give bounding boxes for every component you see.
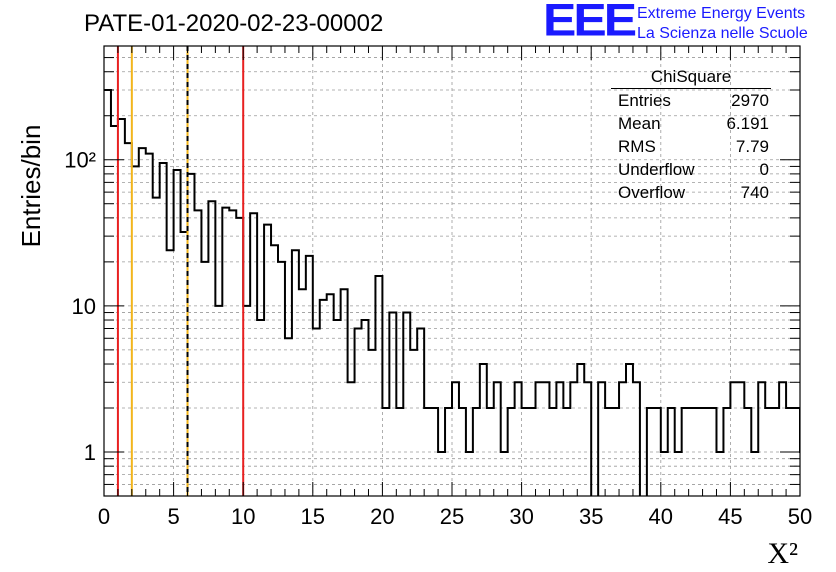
- logo-subtitle-2: La Scienza nelle Scuole: [637, 25, 808, 42]
- stats-row-mean: Mean 6.191: [611, 112, 771, 135]
- stats-value: 0: [759, 160, 769, 179]
- stats-name: Underflow: [618, 160, 695, 179]
- x-axis-label: X²: [767, 537, 798, 570]
- x-tick-label: 40: [649, 504, 673, 529]
- x-tick-label: 0: [98, 504, 110, 529]
- y-axis-label: Entries/bin: [16, 125, 46, 248]
- stats-value: 6.191: [726, 114, 769, 133]
- logo-subtitle-1: Extreme Energy Events: [637, 5, 806, 22]
- stats-box: ChiSquare Entries 2970 Mean 6.191 RMS 7.…: [611, 66, 771, 204]
- stats-value: 740: [740, 183, 769, 202]
- stats-title: ChiSquare: [611, 66, 771, 89]
- stats-name: Mean: [618, 114, 661, 133]
- y-tick-label: 10: [72, 294, 96, 319]
- histogram-series: [104, 88, 800, 496]
- stats-row-rms: RMS 7.79: [611, 135, 771, 158]
- stats-row-overflow: Overflow 740: [611, 181, 771, 204]
- stats-value: 7.79: [735, 137, 769, 156]
- y-tick-label: 1: [84, 440, 96, 465]
- page-title: PATE-01-2020-02-23-00002: [84, 10, 384, 37]
- x-tick-label: 50: [788, 504, 812, 529]
- x-tick-label: 20: [370, 504, 394, 529]
- reference-lines: [116, 46, 245, 496]
- tick-layer: [103, 45, 801, 497]
- x-tick-label: 25: [440, 504, 464, 529]
- x-tick-label: 45: [718, 504, 742, 529]
- tick-label-layer: 0 5 10 15 20 25 30 35 40 45 50 1 10 10²: [64, 148, 812, 529]
- eee-logo-icon: EEE: [543, 0, 637, 46]
- y-tick-label: 10²: [64, 148, 96, 173]
- x-tick-label: 10: [231, 504, 255, 529]
- stats-name: Overflow: [618, 183, 686, 202]
- stats-row-entries: Entries 2970: [611, 89, 771, 112]
- stats-name: Entries: [618, 91, 671, 110]
- x-tick-label: 5: [167, 504, 179, 529]
- x-tick-label: 30: [509, 504, 533, 529]
- stats-name: RMS: [618, 137, 656, 156]
- x-tick-label: 35: [579, 504, 603, 529]
- histogram-layer: [104, 88, 800, 496]
- x-tick-label: 15: [301, 504, 325, 529]
- stats-row-underflow: Underflow 0: [611, 158, 771, 181]
- stats-value: 2970: [731, 91, 769, 110]
